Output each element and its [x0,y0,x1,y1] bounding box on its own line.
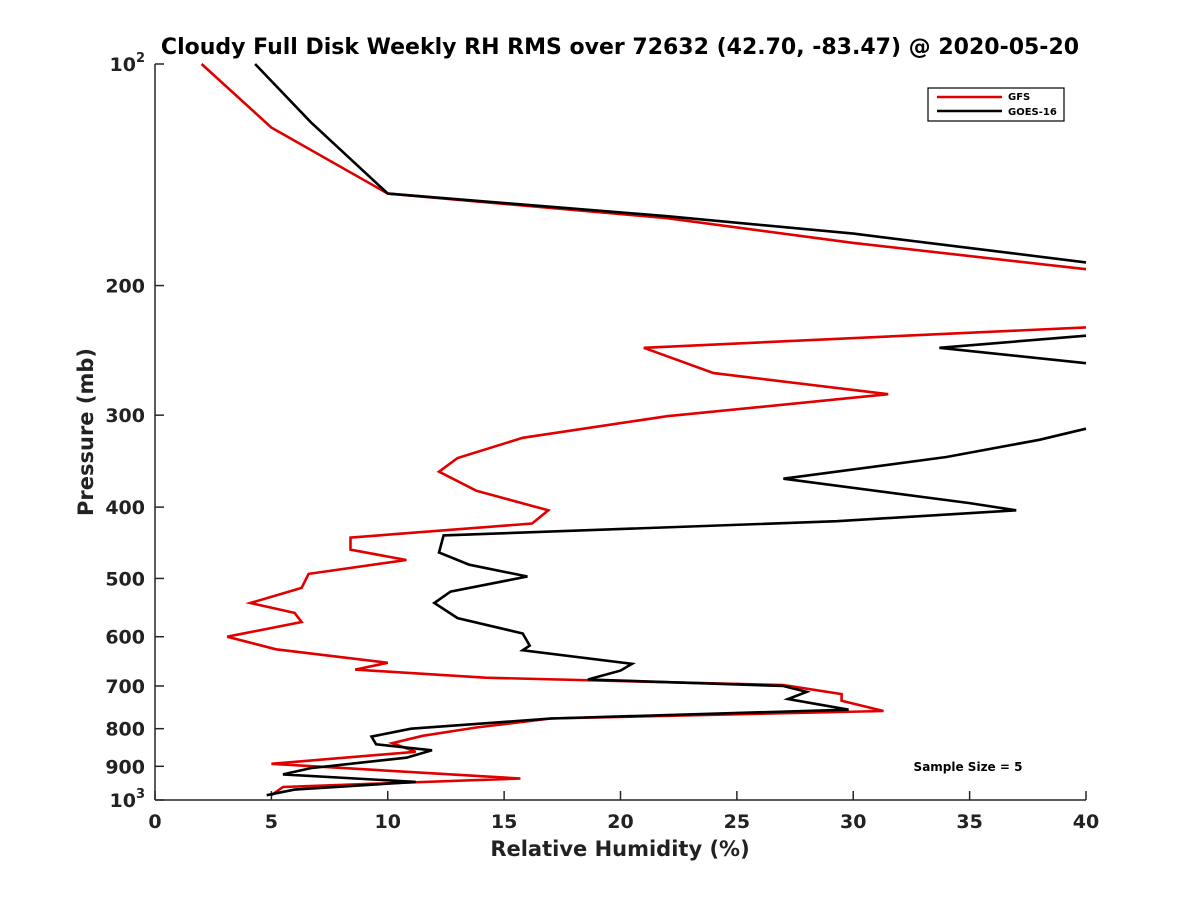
y-tick-label: 700 [105,676,145,698]
y-ticks: 102 200 300 400 500 600 700 800 900 103 [105,51,164,812]
legend-label-gfs: GFS [1008,92,1030,103]
x-tick-label: 25 [724,811,750,833]
series-layer [200,63,1087,797]
x-tick-label: 0 [148,811,161,833]
x-tick-label: 10 [375,811,401,833]
x-ticks: 0 5 10 15 20 25 30 35 40 [148,791,1099,833]
y-tick-label: 800 [105,719,145,741]
sample-size-annotation: Sample Size = 5 [914,760,1023,774]
x-tick-label: 30 [840,811,866,833]
y-tick-label: 102 [110,51,146,76]
y-tick-label: 200 [105,276,145,298]
x-tick-label: 35 [956,811,982,833]
legend: GFS GOES-16 [927,87,1065,122]
x-axis-title: Relative Humidity (%) [490,837,749,861]
y-axis-title: Pressure (mb) [74,348,98,516]
y-tick-label: 400 [105,497,145,519]
x-tick-label: 40 [1073,811,1099,833]
y-tick-label: 103 [110,787,146,812]
x-tick-label: 15 [491,811,517,833]
series-line-gfs [200,63,1087,797]
y-tick-label: 500 [105,568,145,590]
axes [154,64,1086,801]
x-tick-label: 20 [607,811,633,833]
y-tick-label: 300 [105,405,145,427]
x-tick-label: 5 [265,811,278,833]
y-tick-label: 600 [105,627,145,649]
chart-title: Cloudy Full Disk Weekly RH RMS over 7263… [161,35,1079,60]
y-tick-label: 900 [105,756,145,778]
legend-box [927,87,1065,122]
legend-label-goes16: GOES-16 [1008,107,1057,118]
series-line-goes16 [254,63,1087,797]
